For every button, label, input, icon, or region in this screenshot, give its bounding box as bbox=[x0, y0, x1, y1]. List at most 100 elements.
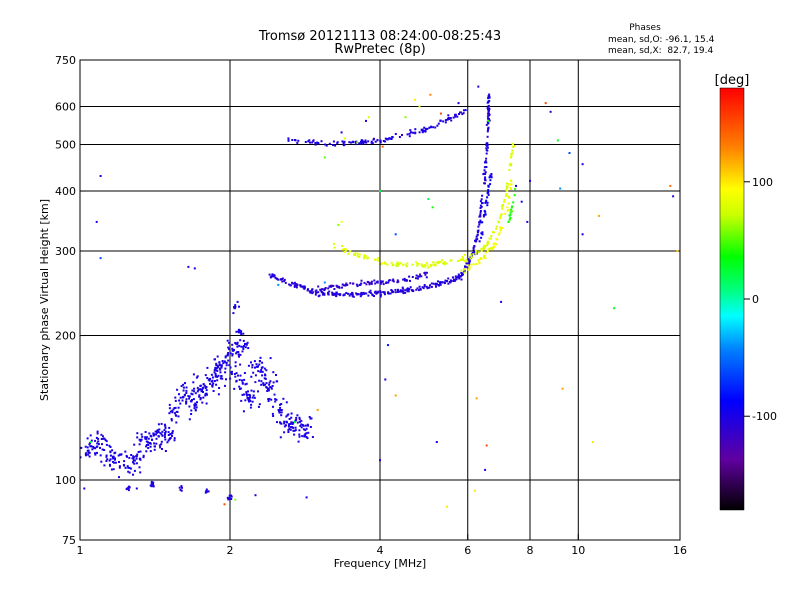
echo-point bbox=[160, 443, 163, 446]
echo-point bbox=[314, 293, 317, 296]
echo-point bbox=[258, 403, 261, 406]
echo-point bbox=[338, 286, 341, 289]
echo-point bbox=[85, 452, 88, 455]
echo-point bbox=[343, 137, 346, 140]
echo-point bbox=[394, 288, 397, 291]
echo-point bbox=[482, 247, 485, 250]
echo-point bbox=[479, 213, 482, 216]
echo-point bbox=[424, 265, 426, 267]
echo-point bbox=[394, 291, 397, 294]
echo-point bbox=[185, 398, 188, 401]
echo-point bbox=[478, 262, 481, 265]
echo-point bbox=[284, 281, 287, 284]
echo-point bbox=[379, 295, 382, 298]
echo-point bbox=[283, 280, 286, 283]
echo-point bbox=[105, 443, 108, 446]
echo-point bbox=[415, 277, 417, 280]
echo-point bbox=[241, 393, 244, 396]
echo-point bbox=[288, 283, 291, 286]
echo-point bbox=[228, 341, 231, 344]
echo-point bbox=[218, 367, 221, 370]
echo-point bbox=[230, 373, 233, 375]
echo-point bbox=[316, 408, 319, 411]
echo-point bbox=[392, 280, 395, 283]
echo-point bbox=[384, 140, 387, 143]
echo-point bbox=[271, 385, 274, 387]
echo-point bbox=[135, 462, 138, 465]
echo-point bbox=[385, 138, 388, 141]
echo-points bbox=[79, 85, 679, 508]
echo-point bbox=[298, 418, 301, 421]
echo-point bbox=[90, 445, 92, 448]
echo-point bbox=[105, 440, 108, 443]
echo-point bbox=[352, 140, 355, 143]
echo-point bbox=[490, 176, 493, 179]
echo-point bbox=[242, 332, 245, 335]
echo-point bbox=[485, 166, 488, 168]
echo-point bbox=[287, 139, 290, 142]
echo-point bbox=[142, 454, 145, 457]
echo-point bbox=[145, 436, 148, 439]
echo-point bbox=[487, 95, 490, 98]
echo-point bbox=[308, 416, 311, 418]
echo-point bbox=[287, 425, 290, 428]
echo-point bbox=[202, 391, 204, 393]
echo-point bbox=[444, 279, 447, 282]
echo-point bbox=[418, 285, 421, 288]
echo-point bbox=[343, 140, 346, 143]
echo-point bbox=[509, 156, 512, 159]
echo-point bbox=[293, 429, 296, 432]
echo-point bbox=[191, 399, 193, 401]
echo-point bbox=[672, 195, 675, 198]
echo-point bbox=[290, 421, 293, 424]
echo-point bbox=[363, 140, 366, 143]
echo-point bbox=[485, 199, 488, 202]
echo-point bbox=[463, 268, 466, 271]
echo-point bbox=[233, 373, 236, 375]
echo-point bbox=[216, 355, 219, 358]
echo-point bbox=[485, 161, 488, 164]
echo-point bbox=[381, 262, 383, 265]
echo-point bbox=[345, 282, 348, 285]
echo-point bbox=[166, 441, 169, 444]
echo-point bbox=[260, 383, 263, 386]
echo-point bbox=[195, 403, 198, 406]
echo-point bbox=[343, 250, 346, 253]
echo-point bbox=[487, 117, 489, 120]
echo-point bbox=[356, 285, 359, 288]
echo-point bbox=[345, 249, 348, 252]
echo-point bbox=[433, 264, 436, 267]
echo-point bbox=[149, 445, 152, 448]
echo-point bbox=[239, 353, 242, 356]
echo-point bbox=[508, 164, 511, 167]
echo-point bbox=[427, 286, 430, 289]
echo-point bbox=[217, 393, 220, 396]
echo-point bbox=[138, 443, 141, 446]
echo-point bbox=[466, 264, 469, 267]
echo-point bbox=[499, 226, 502, 229]
echo-point bbox=[360, 282, 363, 285]
echo-point bbox=[483, 166, 486, 169]
echo-point bbox=[441, 259, 444, 262]
echo-point bbox=[174, 399, 177, 402]
echo-point bbox=[296, 141, 299, 144]
echo-point bbox=[244, 399, 247, 402]
echo-point bbox=[490, 173, 493, 175]
echo-point bbox=[240, 345, 243, 348]
echo-point bbox=[488, 109, 490, 112]
echo-point bbox=[251, 364, 254, 366]
echo-point bbox=[152, 484, 155, 487]
echo-point bbox=[179, 402, 182, 405]
echo-point bbox=[471, 253, 474, 256]
echo-point bbox=[224, 384, 226, 387]
echo-point bbox=[201, 401, 204, 404]
echo-point bbox=[245, 343, 248, 345]
echo-point bbox=[124, 450, 127, 453]
echo-point bbox=[216, 364, 219, 367]
echo-point bbox=[88, 451, 91, 454]
echo-point bbox=[420, 264, 423, 267]
echo-point bbox=[114, 461, 117, 464]
echo-point bbox=[459, 259, 462, 262]
echo-point bbox=[487, 193, 490, 196]
echo-point bbox=[210, 373, 213, 376]
